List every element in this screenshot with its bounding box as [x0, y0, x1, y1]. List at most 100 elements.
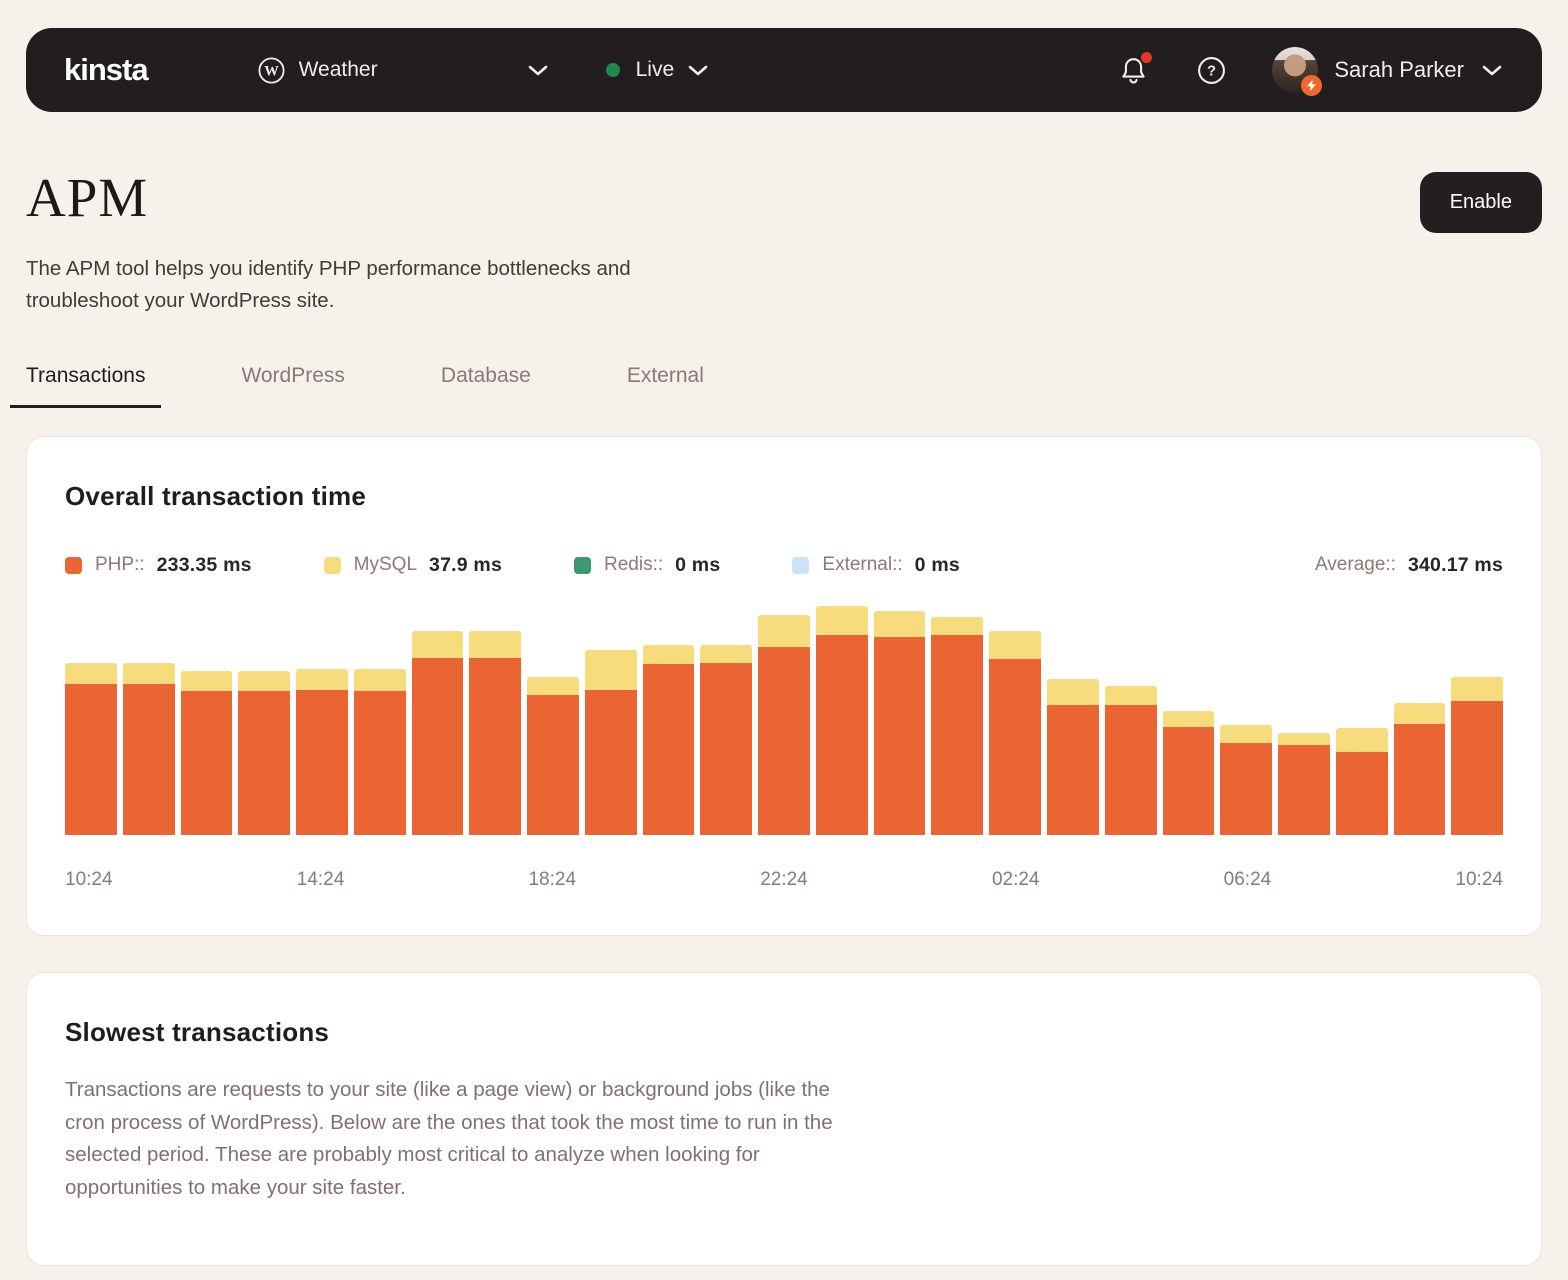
chart-bars	[65, 603, 1504, 835]
tab-transactions[interactable]: Transactions	[10, 364, 162, 408]
site-name-label: Weather	[298, 58, 378, 81]
overall-card-title: Overall transaction time	[65, 480, 367, 511]
bar-segment-php	[815, 634, 868, 835]
bar-segment-mysql	[1451, 676, 1504, 701]
bar-segment-php	[238, 690, 291, 835]
php-swatch-icon	[65, 556, 82, 574]
bar-segment-mysql	[469, 630, 522, 658]
wordpress-icon: W	[258, 56, 285, 84]
bar-segment-php	[180, 690, 233, 835]
chart-bar[interactable]	[238, 670, 291, 835]
bar-segment-php	[700, 662, 753, 835]
chart-bar[interactable]	[411, 630, 464, 835]
top-nav: kinsta W Weather Live	[26, 28, 1542, 112]
x-axis-tick-label: 18:24	[528, 868, 577, 890]
bar-segment-mysql	[1104, 685, 1157, 705]
bar-segment-mysql	[353, 668, 406, 691]
bar-segment-php	[758, 646, 810, 835]
chart-bar[interactable]	[1335, 727, 1388, 835]
chart-bar[interactable]	[815, 605, 868, 835]
user-avatar[interactable]	[1272, 47, 1323, 96]
question-circle-icon: ?	[1197, 56, 1226, 85]
bar-segment-mysql	[1162, 710, 1215, 727]
chart-bar[interactable]	[1220, 724, 1273, 835]
page-description: The APM tool helps you identify PHP perf…	[26, 257, 631, 313]
bar-segment-mysql	[1047, 678, 1099, 705]
bar-segment-mysql	[238, 670, 291, 691]
chart-bar[interactable]	[989, 630, 1042, 835]
bar-segment-mysql	[527, 676, 579, 695]
chart-bar[interactable]	[931, 616, 984, 835]
bar-segment-php	[527, 694, 579, 835]
chart-bar[interactable]	[65, 662, 117, 835]
legend-value: 0 ms	[914, 553, 960, 576]
chart-bar[interactable]	[642, 644, 695, 835]
bar-segment-php	[469, 657, 522, 835]
overall-transaction-card: Overall transaction time PHP:: 233.35 ms M…	[26, 435, 1542, 936]
notifications-button[interactable]	[1120, 51, 1153, 85]
chart-bar[interactable]	[122, 662, 175, 835]
bar-segment-php	[1451, 700, 1504, 835]
chart-bar[interactable]	[1451, 676, 1504, 835]
chart-bar[interactable]	[1278, 732, 1330, 835]
chart-bar[interactable]	[873, 610, 926, 835]
slowest-card-description: Transactions are requests to your site (…	[65, 1077, 833, 1200]
chart-bar[interactable]	[1162, 710, 1215, 835]
tab-wordpress[interactable]: WordPress	[241, 363, 345, 387]
chart-bar[interactable]	[584, 649, 637, 835]
bar-segment-php	[989, 658, 1042, 835]
bar-segment-mysql	[873, 610, 926, 637]
bell-icon	[1120, 56, 1147, 85]
bar-segment-php	[1047, 704, 1099, 835]
bar-segment-php	[296, 689, 348, 835]
slowest-card-title: Slowest transactions	[65, 1016, 330, 1047]
redis-swatch-icon	[574, 556, 591, 574]
chart-bar[interactable]	[180, 670, 233, 835]
bar-segment-mysql	[296, 668, 348, 690]
chart-bar[interactable]	[1393, 702, 1446, 835]
chart-legend: PHP:: 233.35 ms MySQL 37.9 ms Redis:: 0 ms Ext…	[65, 554, 1503, 577]
legend-value: 0 ms	[675, 553, 721, 576]
legend-item-mysql: MySQL 37.9 ms	[323, 553, 502, 577]
x-axis-tick-label: 06:24	[1223, 868, 1272, 890]
x-axis-tick-label: 10:24	[1455, 868, 1503, 890]
help-button[interactable]: ?	[1197, 56, 1226, 85]
chart-bar[interactable]	[700, 644, 753, 835]
bar-segment-mysql	[931, 616, 984, 635]
tab-database[interactable]: Database	[440, 363, 531, 387]
legend-average: Average:: 340.17 ms	[1315, 554, 1503, 577]
main-content: APM The APM tool helps you identify PHP …	[0, 170, 1568, 1266]
bar-segment-mysql	[1335, 727, 1388, 752]
legend-label: Redis::	[604, 554, 664, 576]
enable-button[interactable]: Enable	[1419, 172, 1542, 233]
external-swatch-icon	[792, 556, 810, 574]
legend-item-php: PHP:: 233.35 ms	[65, 554, 252, 577]
chart-bar[interactable]	[527, 676, 579, 835]
user-name-label[interactable]: Sarah Parker	[1334, 57, 1464, 82]
legend-value: 37.9 ms	[429, 553, 502, 576]
bar-segment-php	[65, 683, 117, 835]
chart-bar[interactable]	[758, 614, 810, 835]
average-value: 340.17 ms	[1407, 553, 1503, 576]
page-title: APM	[26, 167, 149, 228]
tab-external[interactable]: External	[626, 363, 704, 387]
bar-segment-mysql	[758, 614, 810, 647]
chart-bar[interactable]	[469, 630, 522, 835]
bar-segment-mysql	[989, 630, 1042, 659]
site-selector-dropdown[interactable]: W Weather	[258, 56, 548, 84]
environment-selector-dropdown[interactable]: Live	[605, 58, 709, 82]
nav-right-group: ? Sarah Parker	[1120, 47, 1502, 96]
x-axis-tick-label: 22:24	[760, 868, 808, 890]
bar-segment-php	[353, 690, 406, 835]
bar-segment-mysql	[642, 644, 695, 664]
bar-segment-php	[642, 663, 695, 835]
kinsta-logo[interactable]: kinsta	[64, 52, 149, 87]
bar-segment-php	[1104, 704, 1157, 835]
chart-bar[interactable]	[1104, 685, 1157, 835]
chart-bar[interactable]	[296, 668, 348, 835]
chart-bar[interactable]	[1047, 678, 1099, 835]
bar-segment-mysql	[700, 644, 753, 663]
live-status-dot	[605, 63, 620, 77]
average-label: Average::	[1314, 554, 1396, 576]
chart-bar[interactable]	[353, 668, 406, 835]
